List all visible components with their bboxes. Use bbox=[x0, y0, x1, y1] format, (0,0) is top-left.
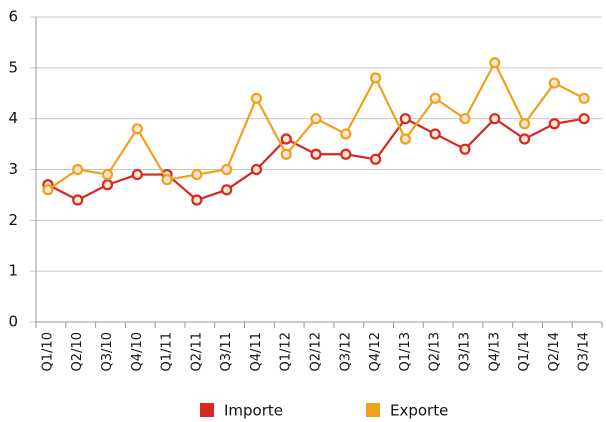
y-tick-label: 4 bbox=[8, 109, 18, 127]
data-point bbox=[370, 72, 382, 84]
data-point bbox=[429, 92, 441, 104]
data-point bbox=[101, 168, 114, 181]
data-point bbox=[489, 113, 501, 125]
data-point bbox=[101, 179, 114, 191]
x-tick-label: Q3/12 bbox=[338, 332, 353, 371]
data-point bbox=[310, 113, 322, 125]
data-point bbox=[131, 123, 143, 135]
data-point bbox=[459, 143, 471, 155]
data-point bbox=[250, 92, 263, 104]
data-point bbox=[518, 133, 531, 145]
data-point bbox=[161, 174, 173, 186]
series-line bbox=[47, 60, 585, 191]
y-tick-label: 1 bbox=[8, 262, 18, 280]
x-tick-label: Q4/11 bbox=[249, 332, 264, 371]
data-point bbox=[72, 194, 84, 206]
data-point bbox=[489, 57, 501, 69]
data-point bbox=[310, 148, 322, 160]
data-point bbox=[221, 184, 233, 196]
data-point bbox=[340, 128, 352, 140]
data-point bbox=[131, 168, 143, 181]
x-tick-label: Q3/10 bbox=[100, 332, 115, 371]
x-tick-label: Q2/11 bbox=[189, 332, 204, 371]
data-point bbox=[191, 168, 203, 181]
legend-label: Importe bbox=[224, 402, 283, 420]
data-point bbox=[340, 148, 352, 160]
x-tick-label: Q1/12 bbox=[279, 332, 294, 371]
data-point bbox=[399, 113, 411, 125]
legend-swatch bbox=[200, 403, 214, 417]
x-tick-label: Q2/13 bbox=[428, 332, 443, 371]
x-tick-label: Q1/14 bbox=[517, 332, 532, 371]
data-point bbox=[399, 133, 411, 145]
data-point bbox=[280, 133, 292, 145]
data-point bbox=[280, 148, 292, 160]
y-tick-label: 2 bbox=[8, 211, 18, 229]
legend-label: Exporte bbox=[390, 402, 448, 420]
x-tick-label: Q3/14 bbox=[577, 332, 592, 371]
data-point bbox=[250, 163, 263, 176]
data-point bbox=[548, 77, 560, 89]
y-tick-label: 6 bbox=[8, 8, 18, 26]
data-point bbox=[221, 163, 233, 176]
data-point bbox=[578, 113, 590, 125]
data-point bbox=[548, 118, 560, 130]
x-tick-label: Q2/14 bbox=[547, 332, 562, 371]
data-point bbox=[370, 153, 382, 165]
data-point bbox=[191, 194, 203, 206]
y-tick-label: 3 bbox=[8, 160, 18, 178]
x-tick-label: Q1/13 bbox=[398, 332, 413, 371]
x-tick-label: Q4/13 bbox=[487, 332, 502, 371]
data-point bbox=[578, 92, 590, 104]
x-tick-label: Q1/11 bbox=[160, 332, 175, 371]
x-tick-label: Q2/12 bbox=[309, 332, 324, 371]
x-tick-label: Q4/10 bbox=[130, 332, 145, 371]
x-tick-label: Q2/10 bbox=[70, 332, 85, 371]
y-tick-label: 0 bbox=[8, 313, 18, 331]
legend-swatch bbox=[366, 403, 380, 417]
data-point bbox=[429, 128, 441, 140]
x-tick-label: Q3/11 bbox=[219, 332, 234, 371]
data-point bbox=[518, 118, 531, 130]
x-tick-label: Q3/13 bbox=[457, 332, 472, 371]
x-tick-label: Q4/12 bbox=[368, 332, 383, 371]
data-point bbox=[72, 163, 84, 176]
data-point bbox=[459, 113, 471, 125]
data-point bbox=[42, 184, 54, 196]
y-tick-label: 5 bbox=[8, 58, 18, 76]
x-tick-label: Q1/10 bbox=[40, 332, 55, 371]
